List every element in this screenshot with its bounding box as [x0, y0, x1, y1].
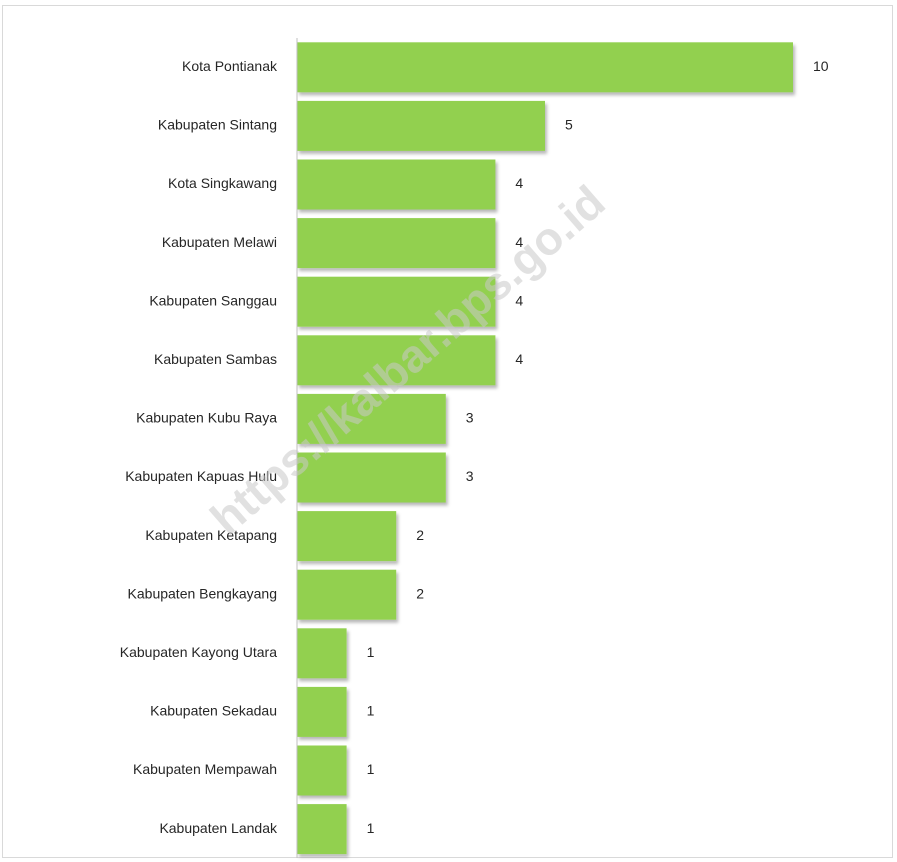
labels-layer: Kota Pontianak 10 Kabupaten Sintang 5 Kota S… — [120, 58, 829, 836]
category-label: Kabupaten Kubu Raya — [136, 410, 277, 426]
data-label: 2 — [416, 527, 424, 543]
data-label: 2 — [416, 585, 424, 601]
category-label: Kabupaten Ketapang — [145, 527, 277, 543]
data-label: 3 — [466, 410, 474, 426]
category-label: Kabupaten Sambas — [154, 351, 277, 367]
category-label: Kabupaten Landak — [159, 820, 278, 836]
category-label: Kabupaten Melawi — [162, 234, 277, 250]
data-label: 3 — [466, 468, 474, 484]
data-label: 1 — [367, 820, 375, 836]
category-label: Kabupaten Sanggau — [149, 292, 277, 308]
category-label: Kabupaten Kayong Utara — [120, 644, 277, 660]
category-label: Kabupaten Mempawah — [133, 761, 277, 777]
bar — [297, 628, 347, 679]
bar — [297, 100, 545, 151]
category-label: Kabupaten Kapuas Hulu — [125, 468, 277, 484]
category-label: Kota Pontianak — [182, 58, 278, 74]
bar — [297, 452, 446, 503]
data-label: 4 — [515, 351, 523, 367]
data-label: 5 — [565, 117, 573, 133]
bar — [297, 686, 347, 737]
category-label: Kabupaten Sintang — [158, 117, 277, 133]
category-label: Kota Singkawang — [168, 175, 277, 191]
bar — [297, 276, 496, 327]
bar — [297, 804, 347, 855]
bar — [297, 218, 496, 269]
bar — [297, 569, 397, 620]
data-label: 10 — [813, 58, 829, 74]
category-label: Kabupaten Sekadau — [150, 703, 277, 719]
data-label: 4 — [515, 292, 523, 308]
bar — [297, 511, 397, 562]
bars-layer — [297, 42, 793, 855]
bar — [297, 393, 446, 444]
data-label: 4 — [515, 234, 523, 250]
bar — [297, 335, 496, 386]
bar — [297, 745, 347, 796]
data-label: 1 — [367, 644, 375, 660]
data-label: 1 — [367, 761, 375, 777]
bar — [297, 42, 793, 93]
bar — [297, 159, 496, 210]
category-label: Kabupaten Bengkayang — [128, 585, 277, 601]
data-label: 4 — [515, 175, 523, 191]
data-label: 1 — [367, 703, 375, 719]
